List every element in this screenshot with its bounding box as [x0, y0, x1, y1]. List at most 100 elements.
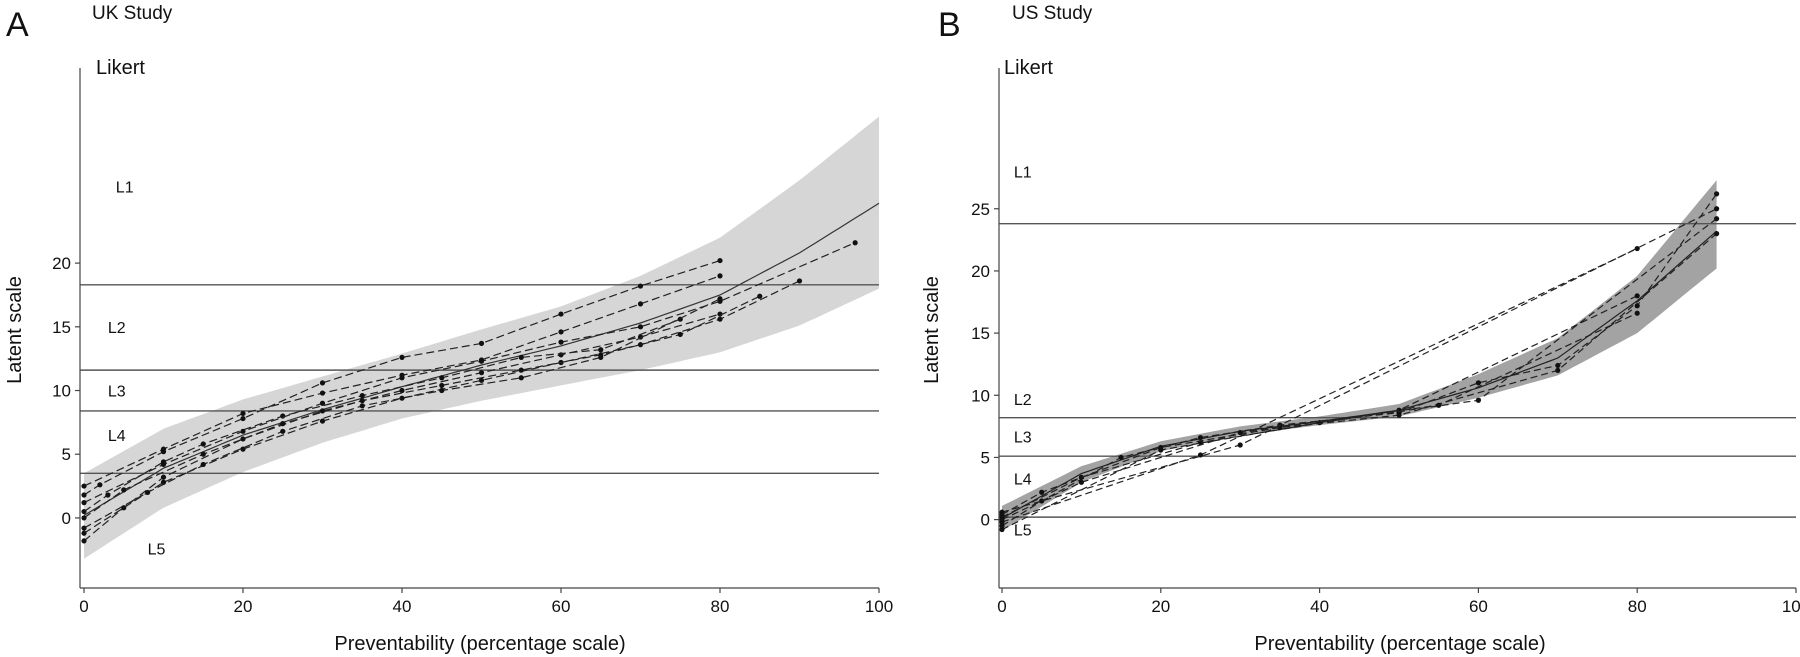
panel-a-letter: A [6, 6, 29, 44]
panel-a-data-point [637, 283, 644, 289]
panel-a-data-point [359, 393, 365, 399]
panel-a-series-3 [81, 316, 683, 515]
panel-b-series-3 [999, 216, 1720, 533]
panel-b-y-tick-label: 5 [981, 448, 990, 467]
panel-b-fit-curve [1001, 230, 1717, 519]
panel-b-y-tick-label: 15 [971, 324, 990, 343]
panel-a-data-point [478, 370, 485, 376]
panel-a-x-tick-label: 60 [552, 597, 571, 616]
panel-a-data-point [280, 428, 286, 434]
panel-b-data-point [1634, 310, 1640, 316]
panel-b-y-tick-label: 0 [981, 511, 990, 530]
panel-b-confidence-band [1002, 180, 1717, 531]
panel-a-data-point [637, 301, 644, 307]
panel-b-data-point [1714, 231, 1720, 237]
panel-a-x-tick-label: 80 [711, 597, 730, 616]
panel-a-y-tick-label: 10 [52, 382, 71, 401]
panel-a-fit-curve [83, 202, 880, 516]
panel-b-x-tick-label: 20 [1151, 597, 1170, 616]
panel-a-data-point [399, 372, 405, 378]
panel-b-data-point [1118, 454, 1124, 461]
panel-b-x-tick-label: 80 [1628, 597, 1647, 616]
panel-a-plot-area: 0 5 10 15 20 0 20 40 60 80 100 L1 L2 L3 L4 L5 [52, 68, 893, 616]
panel-a-data-point [518, 375, 524, 381]
panel-a-data-point [359, 403, 365, 409]
panel-b-series-1 [999, 191, 1720, 529]
panel-a-series-8 [81, 296, 723, 531]
panel-a-data-point [757, 293, 763, 299]
panel-a-data-point [439, 387, 445, 394]
panel-a-series-line-3 [83, 318, 681, 513]
panel-a-data-point [518, 367, 524, 373]
panel-a-data-point [200, 441, 206, 447]
panel-b-series-line-5 [1001, 248, 1638, 523]
panel-a-level-label-l3: L3 [108, 384, 126, 401]
panel-b-series-line-1 [1001, 193, 1718, 527]
panel-a-series-line-5 [83, 242, 856, 504]
panel-a-y-tick-label: 20 [52, 254, 71, 273]
panel-b-plot-area: 0 5 10 15 20 25 0 20 40 60 80 100 L1 L2 L3 L4 L5 [971, 68, 1800, 616]
panel-b-data-point [999, 523, 1005, 529]
panel-b-data-point [1039, 489, 1045, 495]
panel-a-data-point [240, 428, 246, 434]
panel-a-data-point [81, 530, 87, 536]
panel-b-x-axis-label: Preventability (percentage scale) [1254, 633, 1545, 655]
panel-a-x-tick-label: 20 [234, 597, 253, 616]
panel-b-y-tick-label: 25 [971, 200, 990, 219]
panel-a-data-point [200, 461, 206, 468]
panel-a-data-point [478, 377, 485, 383]
panel-b-series-2 [999, 293, 1640, 520]
panel-b-data-point [1634, 245, 1640, 252]
panel-a-data-point [717, 296, 723, 302]
panel-b-data-point [1555, 362, 1561, 369]
panel-a-data-point [359, 398, 365, 404]
panel-b-data-point [999, 526, 1005, 533]
panel-b-data-point [1396, 412, 1402, 418]
panel-a-data-point [717, 316, 723, 322]
panel-a-data-point [478, 357, 485, 363]
panel-b-data-point [1714, 206, 1720, 212]
panel-a-data-point [160, 479, 167, 485]
panel-a-data-point [81, 500, 87, 506]
panel-a-data-point [81, 515, 87, 521]
panel-a-likert-label: Likert [96, 57, 145, 79]
panel-b-data-point [1078, 474, 1084, 480]
panel-a-data-point [598, 347, 604, 353]
panel-b-data-point [1555, 367, 1561, 374]
panel-b-y-tick-label: 20 [971, 262, 990, 281]
panel-a-data-point [81, 525, 87, 531]
panel-b-y-tick-label: 10 [971, 386, 990, 405]
panel-b-data-point [1436, 402, 1442, 408]
panel-a-level-label-l4: L4 [108, 428, 126, 445]
panel-a-level-label-l2: L2 [108, 320, 126, 337]
panel-a-data-point [240, 446, 246, 452]
panel-b-data-point [1158, 444, 1164, 451]
panel-a-data-point [319, 408, 326, 414]
panel-b-data-point [1237, 429, 1243, 436]
panel-a-data-point [160, 446, 167, 452]
panel-a-data-point [677, 331, 683, 338]
panel-a-data-point [105, 492, 111, 498]
panel-a-data-point [717, 273, 723, 279]
panel-b: B US Study Likert Latent scale Preventab… [921, 3, 1800, 655]
panel-a-data-point [399, 387, 405, 394]
panel-b-series-line-4 [1001, 233, 1717, 516]
panel-a-level-label-l5: L5 [148, 542, 166, 559]
panel-b-likert-label: Likert [1004, 57, 1053, 79]
panel-a-data-point [160, 474, 167, 480]
panel-a-data-point [439, 382, 445, 389]
panel-b-data-point [1634, 303, 1640, 309]
panel-b-series-7 [999, 310, 1640, 523]
panel-a-y-tick-label: 15 [52, 318, 71, 337]
panel-a-x-tick-label: 100 [865, 597, 893, 616]
panel-a-data-point [200, 451, 206, 457]
panel-b-data-point [1475, 380, 1481, 386]
panel-a-data-point [240, 415, 246, 422]
panel-b-x-tick-label: 40 [1310, 597, 1329, 616]
panel-a-x-tick-label: 0 [79, 597, 88, 616]
panel-b-data-point [1237, 442, 1243, 448]
panel-a-data-point [240, 436, 246, 442]
panel-a-data-point [852, 240, 858, 246]
panel-b-title: US Study [1012, 3, 1093, 24]
panel-b-x-tick-label: 100 [1782, 597, 1800, 616]
